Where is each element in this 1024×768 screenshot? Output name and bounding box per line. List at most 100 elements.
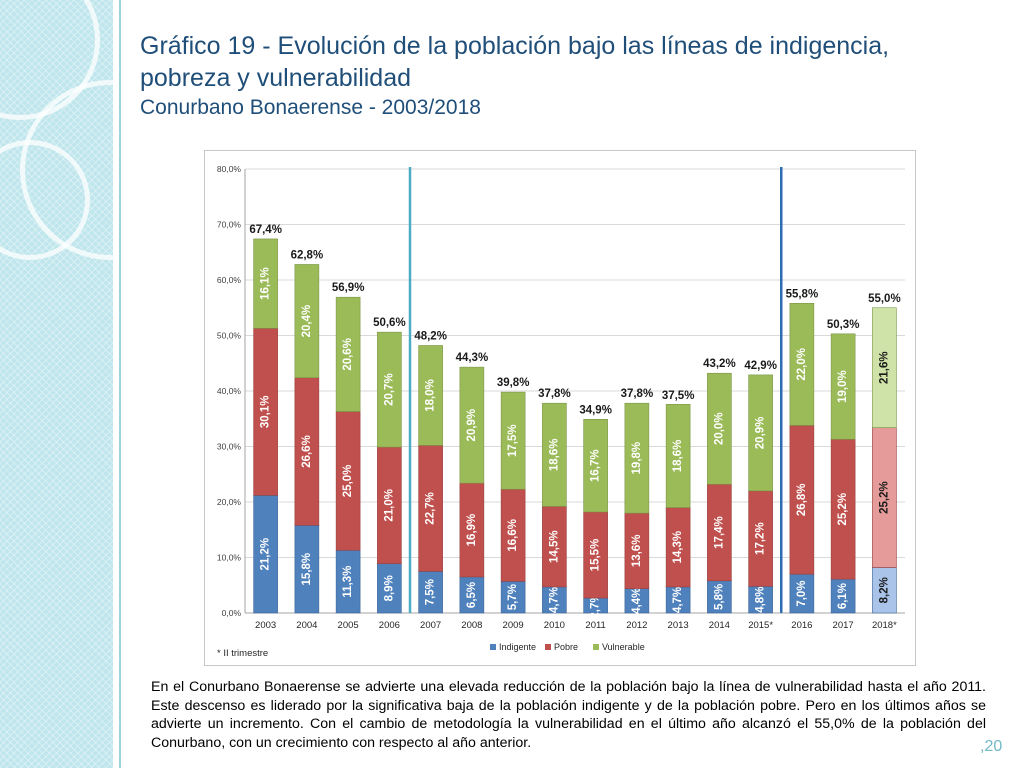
x-tick-label: 2007: [420, 620, 441, 631]
y-tick-label: 60,0%: [217, 275, 242, 285]
bar-indigente-2004: [294, 525, 320, 614]
bar-vulnerable-2010: [542, 402, 567, 507]
total-label: 34,9%: [579, 404, 612, 416]
legend-label-pobre: Pobre: [554, 642, 578, 652]
chart-frame: 0,0% 10,0% 20,0% 30,0% 40,0% 50,0% 60,0% 70,0% 8…: [204, 150, 916, 666]
total-label: 50,6%: [373, 317, 406, 329]
bar-pobre-2012: [624, 512, 650, 589]
segment-label-vulnerable: 19,0%: [837, 370, 849, 403]
segment-label-vulnerable: 18,0%: [425, 379, 437, 412]
total-label: 39,8%: [497, 377, 530, 389]
bar-vulnerable-2014: [707, 372, 732, 485]
bar-indigente-2005: [335, 549, 361, 614]
total-label: 50,3%: [827, 319, 860, 331]
segment-label-vulnerable: 20,0%: [713, 412, 725, 445]
y-tick-label: 20,0%: [217, 497, 242, 507]
total-label: 55,8%: [786, 288, 819, 300]
segment-label-indigente: 4,4%: [631, 588, 643, 614]
bar-pobre-2013: [665, 507, 691, 588]
bar-vulnerable-2008: [459, 366, 485, 484]
total-label: 56,9%: [332, 282, 365, 294]
total-label: 44,3%: [456, 352, 489, 364]
total-label: 67,4%: [249, 224, 282, 236]
title-block: Gráfico 19 - Evolución de la población b…: [140, 30, 1000, 122]
bar-vulnerable-2018: [872, 307, 897, 428]
bar-pobre-2015: [748, 490, 773, 587]
bar-indigente-2012: [624, 588, 650, 614]
segment-label-pobre: 14,5%: [548, 530, 560, 563]
x-tick-label: 2018*: [872, 620, 897, 631]
segment-label-pobre: 30,1%: [260, 396, 272, 429]
segment-label-indigente: 7,5%: [425, 579, 437, 605]
legend-swatch-indigente: [490, 644, 496, 650]
segment-label-vulnerable: 20,4%: [301, 305, 313, 338]
bar-vulnerable-2003: [253, 238, 278, 329]
segment-label-indigente: 4,7%: [672, 587, 684, 613]
segment-label-vulnerable: 16,1%: [260, 267, 272, 300]
x-tick-label: 2014: [709, 620, 730, 631]
page-number: ,20: [980, 738, 1003, 755]
slide-title-line-2: pobreza y vulnerabilidad: [140, 64, 412, 92]
segment-label-indigente: 6,1%: [837, 583, 849, 609]
total-label: 43,2%: [703, 358, 736, 370]
bar-vulnerable-2011: [583, 419, 608, 513]
segment-label-pobre: 15,5%: [590, 539, 602, 572]
bar-vulnerable-2005: [335, 296, 361, 412]
segment-label-indigente: 5,7%: [507, 584, 519, 610]
segment-label-vulnerable: 20,7%: [383, 373, 395, 406]
bar-indigente-2016: [789, 573, 815, 614]
bar-indigente-2009: [500, 581, 526, 614]
legend-swatch-pobre: [545, 644, 551, 650]
x-tick-label: 2017: [833, 620, 854, 631]
bar-indigente-2013: [665, 586, 691, 614]
segment-label-vulnerable: 22,0%: [796, 348, 808, 381]
segment-label-vulnerable: 21,6%: [878, 351, 890, 384]
segment-label-indigente: 4,7%: [548, 587, 560, 613]
segment-label-pobre: 26,8%: [796, 483, 808, 516]
segment-label-indigente: 11,3%: [342, 566, 354, 598]
x-tick-label: 2012: [626, 620, 647, 631]
x-tick-label: 2003: [255, 620, 276, 631]
segment-label-pobre: 25,0%: [342, 465, 354, 498]
bar-pobre-2003: [253, 327, 278, 496]
x-tick-label: 2010: [544, 620, 565, 631]
segment-label-vulnerable: 18,6%: [672, 440, 684, 473]
y-tick-label: 80,0%: [217, 164, 242, 174]
segment-label-pobre: 25,2%: [837, 493, 849, 526]
bar-pobre-2004: [294, 377, 320, 526]
bar-indigente-2014: [707, 580, 732, 614]
bar-pobre-2005: [335, 411, 361, 551]
total-label: 55,0%: [868, 293, 901, 305]
total-label: 48,2%: [414, 330, 447, 342]
bar-vulnerable-2006: [377, 331, 402, 448]
segment-label-pobre: 21,0%: [383, 489, 395, 522]
bar-pobre-2009: [500, 488, 526, 582]
bar-vulnerable-2009: [500, 391, 526, 490]
segment-label-pobre: 25,2%: [878, 481, 890, 514]
segment-label-indigente: 7,0%: [796, 580, 808, 606]
segment-label-pobre: 17,4%: [713, 516, 725, 549]
segment-label-indigente: 5,8%: [713, 584, 725, 610]
bar-vulnerable-2004: [294, 264, 320, 378]
chart-footnote: * II trimestre: [217, 648, 268, 659]
x-tick-label: 2006: [379, 620, 400, 631]
segment-label-pobre: 26,6%: [301, 435, 313, 468]
bar-pobre-2008: [459, 482, 485, 578]
x-tick-label: 2008: [461, 620, 482, 631]
x-tick-label: 2015*: [748, 620, 773, 631]
segment-label-vulnerable: 17,5%: [507, 424, 519, 457]
segment-label-pobre: 17,2%: [755, 522, 767, 555]
bar-pobre-2018: [872, 427, 897, 568]
slide-title-line-1: Gráfico 19 - Evolución de la población b…: [140, 32, 890, 60]
y-tick-label: 30,0%: [217, 442, 242, 452]
bar-vulnerable-2016: [789, 303, 815, 426]
bar-vulnerable-2017: [830, 333, 856, 440]
segment-label-pobre: 13,6%: [631, 535, 643, 568]
segment-label-indigente: 2,7%: [590, 592, 602, 618]
segment-label-vulnerable: 18,6%: [548, 439, 560, 472]
legend-swatch-vulnerable: [593, 644, 599, 650]
x-tick-label: 2009: [503, 620, 524, 631]
segment-label-indigente: 15,8%: [301, 553, 313, 586]
bar-pobre-2010: [542, 506, 567, 588]
y-tick-label: 40,0%: [217, 386, 242, 396]
